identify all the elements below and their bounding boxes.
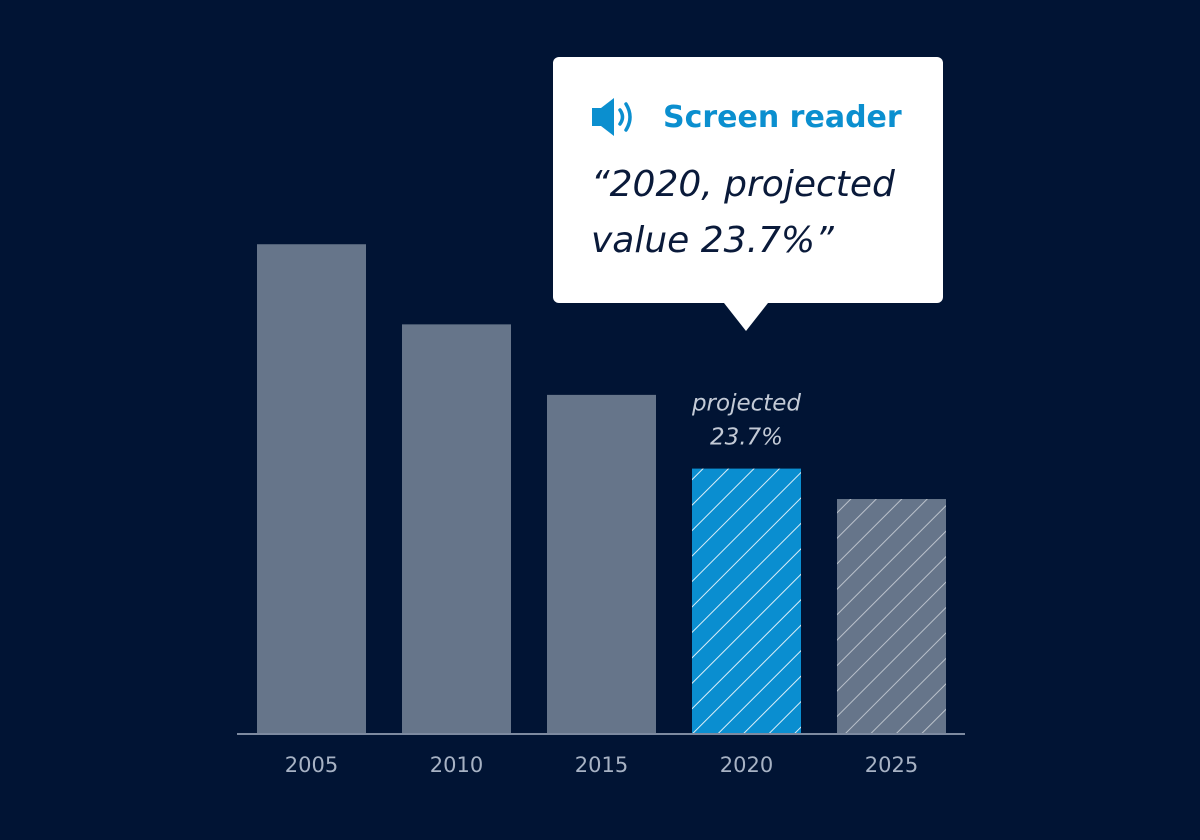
tooltip-title: Screen reader: [663, 99, 902, 135]
screen-reader-tooltip: Screen reader “2020, projected value 23.…: [553, 57, 943, 331]
bar-2020[interactable]: [692, 468, 801, 733]
x-tick-label-2010: 2010: [430, 753, 483, 777]
value-annotation: projected 23.7%: [689, 389, 803, 453]
annotation-value-label: 23.7%: [710, 425, 783, 451]
x-tick-label-2005: 2005: [285, 753, 338, 777]
x-tick-label-2020: 2020: [720, 753, 773, 777]
annotation-projected-label: projected: [691, 391, 801, 417]
bar-2025[interactable]: [837, 499, 946, 733]
x-tick-label-2015: 2015: [575, 753, 628, 777]
speaker-icon: [592, 98, 632, 136]
tooltip-pointer: [724, 303, 768, 331]
bar-2010[interactable]: [402, 324, 511, 733]
x-tick-label-2025: 2025: [865, 753, 918, 777]
tooltip-quote: “2020, projected value 23.7%”: [591, 164, 895, 261]
bar-2005[interactable]: [257, 244, 366, 734]
x-tick-labels: 2005 2010 2015 2020 2025: [285, 753, 918, 777]
tooltip-header: Screen reader: [589, 95, 902, 139]
bars-group: [257, 244, 946, 734]
bar-2015[interactable]: [547, 394, 656, 733]
